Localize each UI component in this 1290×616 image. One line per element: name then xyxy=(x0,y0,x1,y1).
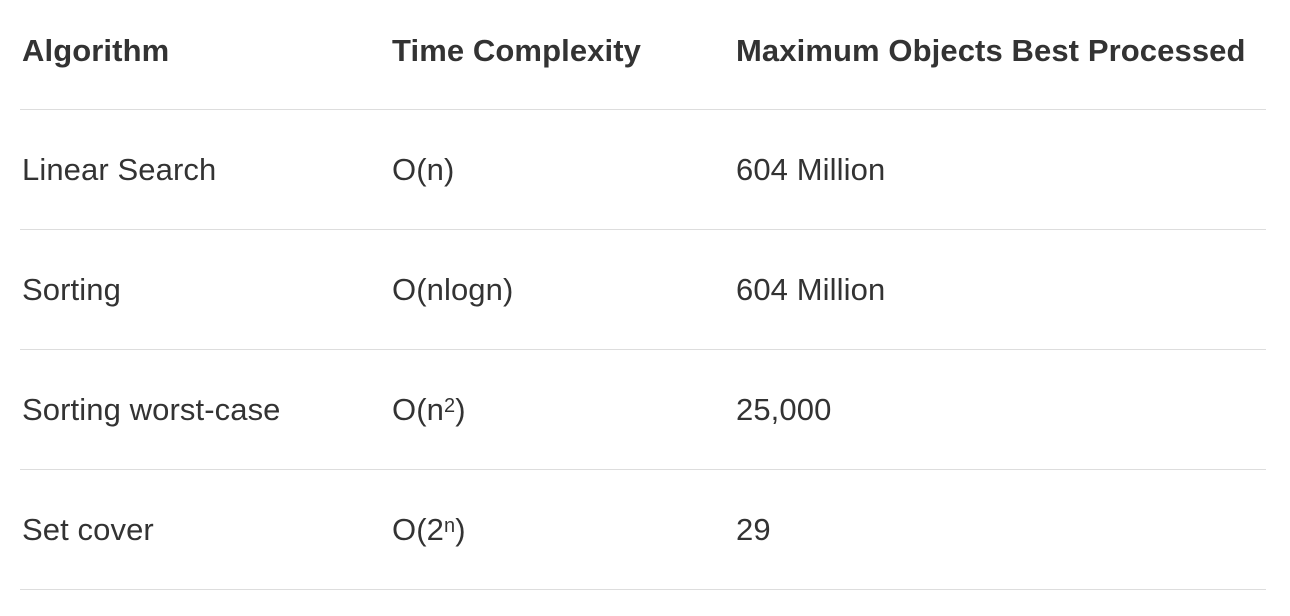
complexity-close: ) xyxy=(455,511,466,547)
table-row: Set cover O(2 n) 29 xyxy=(20,470,1266,590)
complexity-base: O(nlogn) xyxy=(392,271,514,307)
algorithm-cell: Sorting worst-case xyxy=(22,391,281,427)
complexity-cell: O(2 n) xyxy=(392,511,466,547)
complexity-base: O(2 xyxy=(392,511,444,547)
table-row: Linear Search O(n) 604 Million xyxy=(20,110,1266,230)
algorithm-cell: Linear Search xyxy=(22,151,217,187)
algorithm-cell: Sorting xyxy=(22,271,121,307)
header-algorithm: Algorithm xyxy=(22,32,170,68)
max-objects-cell: 604 Million xyxy=(736,271,886,307)
max-objects-cell: 604 Million xyxy=(736,151,886,187)
table-header-row: Algorithm Time Complexity Maximum Object… xyxy=(20,0,1266,110)
complexity-base: O(n) xyxy=(392,151,455,187)
complexity-cell: O(n 2) xyxy=(392,391,466,427)
complexity-cell: O(nlogn) xyxy=(392,230,513,349)
complexity-close: ) xyxy=(455,391,466,427)
complexity-table: Algorithm Time Complexity Maximum Object… xyxy=(20,0,1266,590)
header-time-complexity: Time Complexity xyxy=(392,32,642,68)
table-row: Sorting O(nlogn) 604 Million xyxy=(20,230,1266,350)
max-objects-cell: 25,000 xyxy=(736,391,832,427)
table-row: Sorting worst-case O(n 2) 25,000 xyxy=(20,350,1266,470)
header-max-objects: Maximum Objects Best Processed xyxy=(736,32,1246,68)
max-objects-cell: 29 xyxy=(736,511,771,547)
algorithm-cell: Set cover xyxy=(22,511,154,547)
complexity-cell: O(n) xyxy=(392,110,454,229)
complexity-base: O(n xyxy=(392,391,444,427)
